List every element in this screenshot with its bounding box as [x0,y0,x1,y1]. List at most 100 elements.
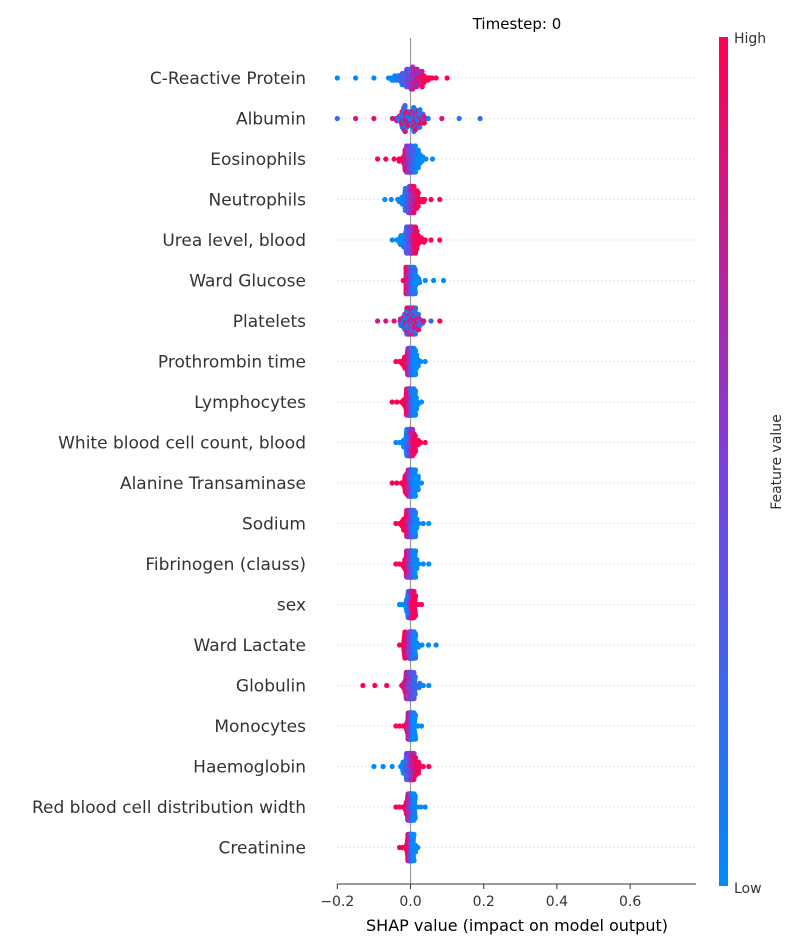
shap-point [402,102,408,109]
feature-label: Urea level, blood [162,231,306,251]
shap-point [414,516,420,522]
shap-point [437,237,443,243]
shap-point [389,399,395,405]
shap-point [433,642,439,648]
shap-point [389,237,395,243]
feature-label: Lymphocytes [194,393,306,413]
shap-point [414,228,420,234]
shap-point [411,669,417,676]
shap-point [421,79,427,85]
feature-label: White blood cell count, blood [58,434,306,454]
shap-point [393,439,399,446]
shap-point [412,388,419,394]
shap-point [410,426,416,433]
shap-point [412,593,419,599]
shap-point [415,190,421,196]
shap-point [415,473,421,479]
shap-point [426,520,432,527]
shap-point [418,804,424,810]
shap-point [415,363,421,369]
shap-point [416,761,422,767]
shap-point [396,723,403,729]
shap-point [413,612,419,619]
feature-label: Prothrombin time [158,353,306,373]
shap-point [413,448,419,454]
shap-point [416,520,422,527]
shap-point [416,561,422,567]
shap-point [416,280,423,286]
shap-point [456,115,462,122]
shap-point [393,520,399,527]
feature-labels: C-Reactive Protein Albumin Eosinophils Neut… [32,69,306,859]
shap-point [426,561,432,567]
shap-point [414,565,420,572]
shap-point [353,75,359,81]
feature-label: C-Reactive Protein [150,69,306,89]
shap-point [371,115,377,122]
shap-point [416,327,422,333]
shap-point [415,311,422,317]
shap-point [412,674,418,680]
shap-point [411,750,417,757]
feature-label: Globulin [236,677,306,697]
shap-point [431,277,437,284]
shap-point [412,755,419,761]
shap-point [414,246,420,252]
shap-point [439,115,445,122]
shap-point [428,318,434,324]
shap-point [411,857,417,864]
shap-point [423,156,429,162]
feature-label: Alanine Transaminase [120,474,306,494]
shap-point [413,305,419,311]
colorbar [719,37,728,886]
shap-point [429,75,435,81]
shap-point [411,588,417,595]
shap-point [415,203,421,209]
row-guides [337,77,696,848]
shap-point [396,561,403,567]
shap-point [372,682,378,689]
shap-point [360,682,366,689]
shap-point [411,776,417,783]
shap-point [411,695,417,702]
colorbar-low-label: Low [734,881,762,897]
shap-point [412,143,418,149]
shap-point [420,763,426,770]
feature-label: Ward Glucose [189,272,306,292]
feature-label: Neutrophils [208,191,306,211]
shap-point [418,399,425,405]
shap-point [412,347,419,354]
shap-point [414,406,420,412]
shap-point [375,318,381,324]
shap-point [383,156,389,162]
feature-label: Sodium [242,515,306,535]
shap-point [334,115,340,122]
shap-point [428,237,434,243]
shap-point [412,250,419,256]
shap-point [393,561,399,567]
shap-point [418,439,424,446]
shap-point [384,682,390,689]
shap-point [413,548,419,554]
shap-point [415,147,421,153]
shap-point [420,561,426,567]
shap-point [382,196,388,203]
shap-point [418,723,425,729]
x-axis-title: SHAP value (impact on model output) [366,916,668,935]
colorbar-title: Feature value [769,414,785,510]
shap-point [421,318,427,324]
shap-point [413,574,419,580]
shap-point [412,793,418,799]
shap-point [421,120,427,126]
shap-point [422,439,428,446]
shap-point [412,433,418,439]
shap-point [422,237,428,243]
shap-point [371,763,377,770]
feature-label: Ward Lactate [194,636,306,656]
shap-point [391,318,397,324]
shap-point [422,277,428,284]
shap-point [444,75,450,81]
shap-point [437,196,443,203]
feature-label: Eosinophils [210,150,306,170]
shap-point [418,601,425,608]
